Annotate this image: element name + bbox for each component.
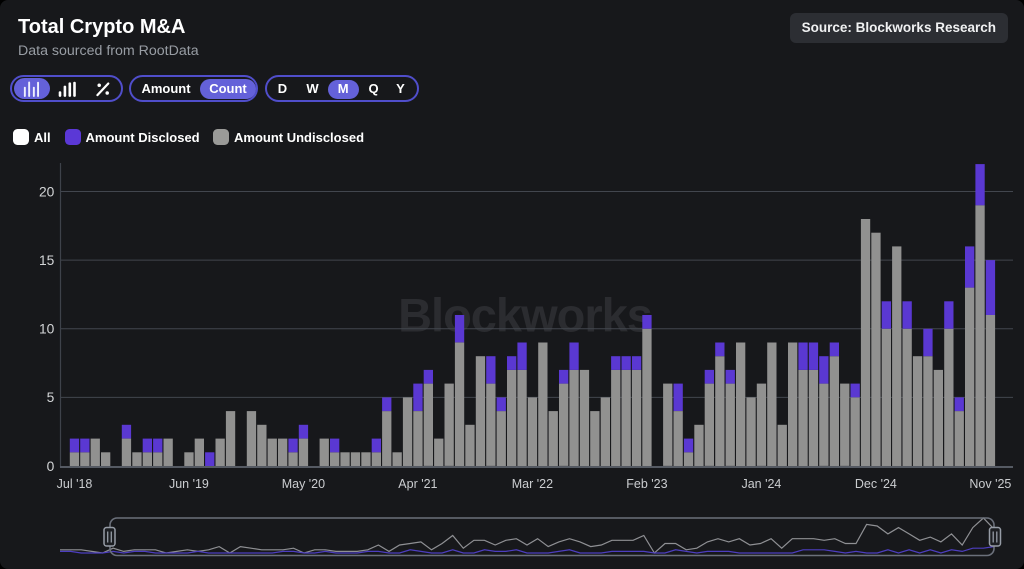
svg-text:Nov '25: Nov '25: [969, 477, 1011, 491]
svg-text:Apr '21: Apr '21: [398, 477, 437, 491]
svg-text:Jul '18: Jul '18: [57, 477, 93, 491]
svg-text:0: 0: [47, 459, 55, 474]
svg-text:May '20: May '20: [282, 477, 325, 491]
svg-text:20: 20: [39, 184, 55, 199]
svg-text:10: 10: [39, 322, 55, 337]
svg-text:Dec '24: Dec '24: [855, 477, 897, 491]
svg-text:Feb '23: Feb '23: [626, 477, 667, 491]
svg-text:Mar '22: Mar '22: [512, 477, 553, 491]
svg-text:Blockworks: Blockworks: [398, 289, 652, 342]
svg-text:5: 5: [47, 390, 55, 405]
svg-text:15: 15: [39, 253, 55, 268]
svg-text:Jan '24: Jan '24: [741, 477, 781, 491]
svg-text:Jun '19: Jun '19: [169, 477, 209, 491]
